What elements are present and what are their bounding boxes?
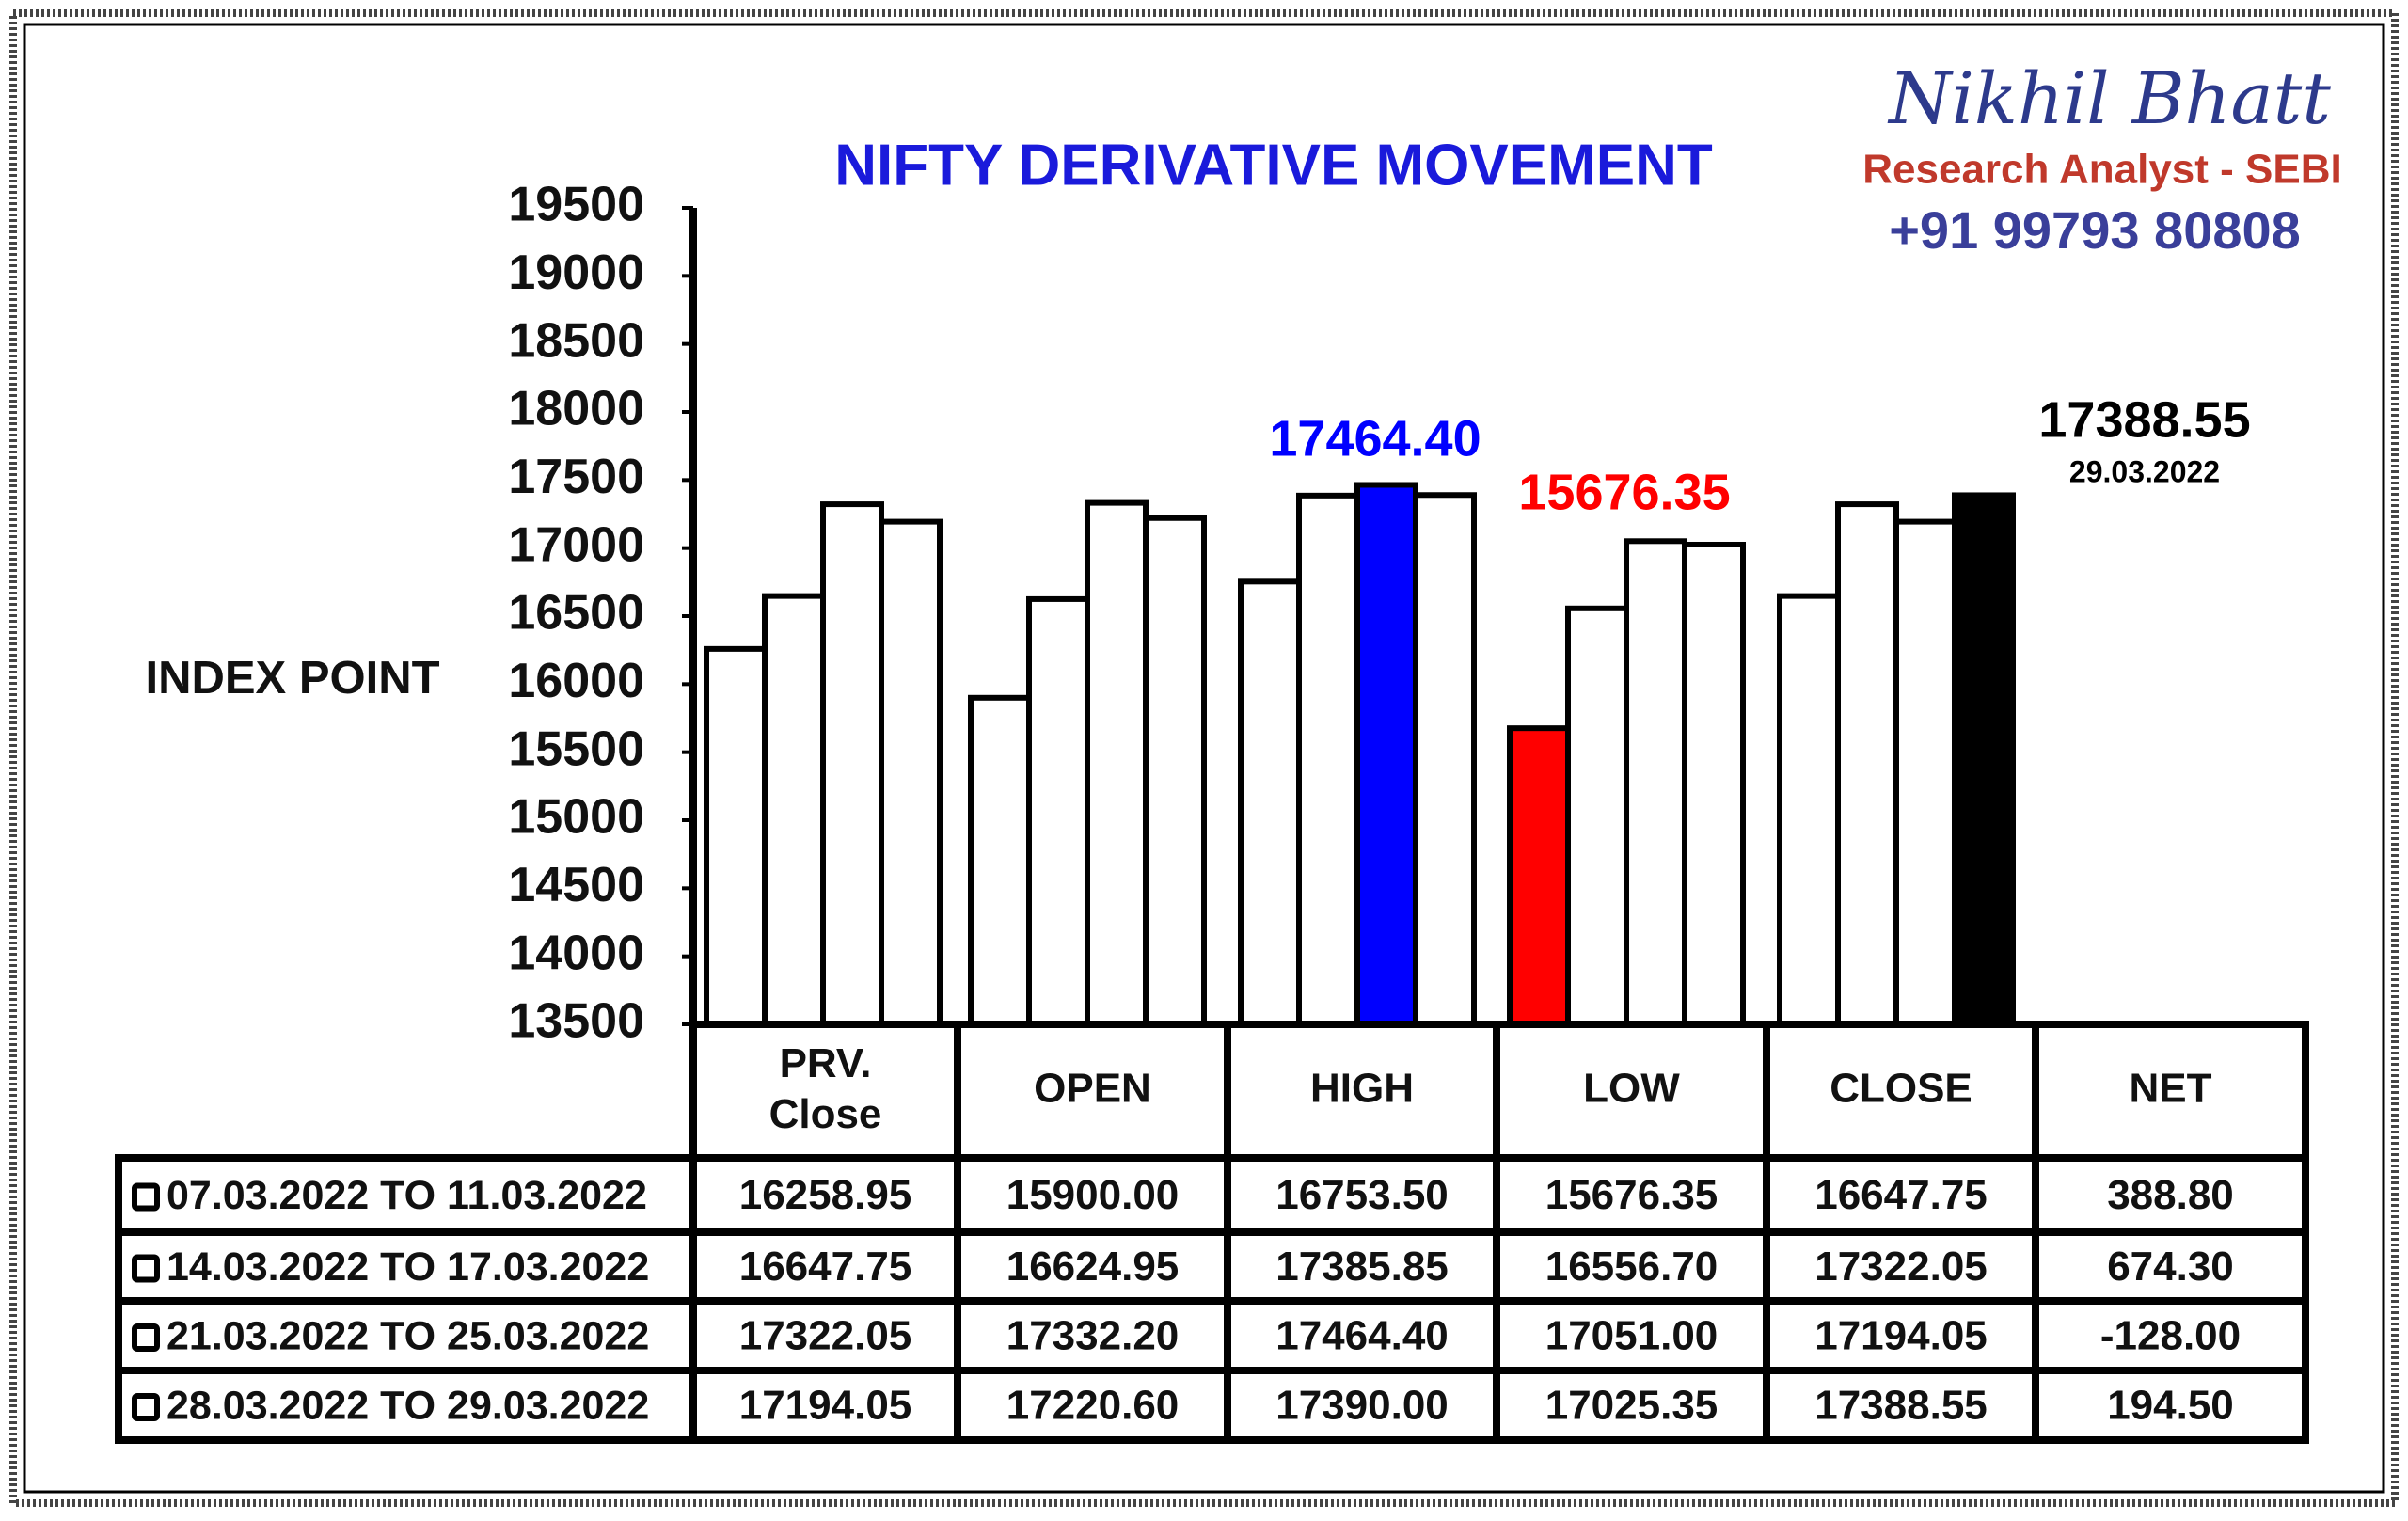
y-tick-label: 15000 <box>508 790 644 845</box>
bar <box>1682 541 1746 1028</box>
table-cell: 17194.05 <box>739 1383 912 1429</box>
y-tick-label: 17500 <box>508 450 644 504</box>
column-header: PRV. Close <box>769 1040 882 1137</box>
bar <box>1354 482 1418 1027</box>
bar <box>1893 518 1957 1027</box>
table-cell: 17220.60 <box>1006 1383 1180 1429</box>
column-header: HIGH <box>1310 1066 1414 1112</box>
bar <box>1952 492 2016 1027</box>
table-cell: 15900.00 <box>1006 1172 1180 1218</box>
y-tick-label: 17000 <box>508 517 644 572</box>
annotation: 29.03.2022 <box>2069 454 2220 488</box>
table-cell: -128.00 <box>2100 1313 2241 1359</box>
annotation: 15676.35 <box>1518 464 1730 520</box>
y-tick-label: 19500 <box>508 178 644 232</box>
y-tick-label: 15500 <box>508 721 644 776</box>
legend-label: 07.03.2022 TO 11.03.2022 <box>166 1173 647 1218</box>
y-tick-label: 16000 <box>508 654 644 708</box>
legend-marker <box>132 1393 160 1421</box>
bar <box>1413 492 1477 1027</box>
bar <box>1296 492 1360 1027</box>
table-cell: 17388.55 <box>1814 1383 1988 1429</box>
column-header: LOW <box>1583 1066 1680 1112</box>
bar <box>1835 501 1899 1027</box>
table-cell: 17390.00 <box>1275 1383 1449 1429</box>
y-axis-label: INDEX POINT <box>145 653 439 704</box>
table-cell: 17464.40 <box>1275 1313 1449 1359</box>
chart-title: NIFTY DERIVATIVE MOVEMENT <box>834 133 1713 198</box>
table-cell: 15676.35 <box>1545 1172 1719 1218</box>
legend-label: 14.03.2022 TO 17.03.2022 <box>166 1244 649 1290</box>
column-header-line: PRV. <box>780 1040 872 1086</box>
legend-marker <box>132 1182 160 1212</box>
bar <box>762 593 826 1027</box>
y-tick-label: 14500 <box>508 858 644 912</box>
bar <box>1777 593 1841 1027</box>
legend-marker <box>132 1323 160 1352</box>
table-cell: 16753.50 <box>1275 1172 1449 1218</box>
y-tick-label: 13500 <box>508 994 644 1049</box>
table-cell: 17332.20 <box>1006 1313 1180 1359</box>
frame <box>9 9 2399 1507</box>
table-cell: 16647.75 <box>739 1244 912 1290</box>
table-cell: 16624.95 <box>1006 1244 1180 1290</box>
brand-phone: +91 99793 80808 <box>1889 200 2301 260</box>
y-tick-label: 14000 <box>508 926 644 980</box>
annotation: 17388.55 <box>2038 391 2250 448</box>
column-header-line: Close <box>769 1091 882 1137</box>
table-cell: 17322.05 <box>739 1313 912 1359</box>
bar <box>704 645 768 1027</box>
bar <box>1085 499 1149 1027</box>
table-cell: 17385.85 <box>1275 1244 1449 1290</box>
bar <box>1238 578 1302 1028</box>
table-cell: 17025.35 <box>1545 1383 1719 1429</box>
legend-marker <box>132 1254 160 1283</box>
bar <box>1507 725 1571 1028</box>
bar <box>1143 515 1207 1027</box>
table-cell: 17194.05 <box>1814 1313 1988 1359</box>
bar <box>1565 605 1629 1028</box>
brand-name: Nikhil Bhatt <box>1887 56 2331 140</box>
y-tick-label: 16500 <box>508 586 644 641</box>
brand-role: Research Analyst - SEBI <box>1862 147 2341 193</box>
legend-label: 21.03.2022 TO 25.03.2022 <box>166 1313 649 1358</box>
column-header: OPEN <box>1034 1066 1151 1112</box>
y-tick-label: 18000 <box>508 382 644 436</box>
annotation: 17464.40 <box>1269 410 1481 467</box>
table-cell: 16258.95 <box>739 1172 912 1218</box>
bar <box>879 518 943 1027</box>
table-cell: 674.30 <box>2107 1244 2234 1290</box>
table-cell: 194.50 <box>2107 1383 2234 1429</box>
bar <box>1026 595 1090 1027</box>
bar <box>820 501 884 1027</box>
y-tick-label: 18500 <box>508 313 644 368</box>
table-cell: 17322.05 <box>1814 1244 1988 1290</box>
column-header: NET <box>2130 1066 2212 1112</box>
y-tick-label: 19000 <box>508 246 644 300</box>
bar <box>968 694 1032 1027</box>
bar <box>1624 538 1687 1027</box>
table-cell: 16556.70 <box>1545 1244 1719 1290</box>
column-header: CLOSE <box>1830 1066 1972 1112</box>
frame-inner <box>23 23 2385 1494</box>
legend-label: 28.03.2022 TO 29.03.2022 <box>166 1383 649 1428</box>
table-cell: 17051.00 <box>1545 1313 1719 1359</box>
table-cell: 388.80 <box>2107 1172 2234 1218</box>
table-cell: 16647.75 <box>1814 1172 1988 1218</box>
